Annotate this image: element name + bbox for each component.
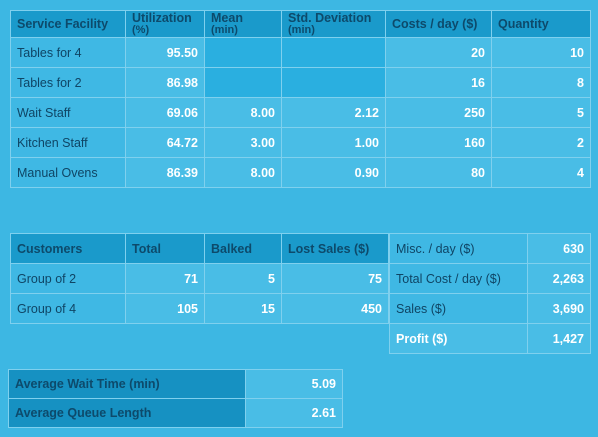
total-value: 105 (125, 293, 205, 324)
mean-value: 8.00 (204, 97, 282, 128)
lost-sales-value: 75 (281, 263, 389, 294)
facility-name: Tables for 4 (10, 37, 126, 68)
header-balked: Balked (204, 233, 282, 264)
average-wait-time-label: Average Wait Time (min) (8, 369, 246, 399)
table-row: Group of 2 71 5 75 (10, 263, 389, 294)
header-std-label: Std. Deviation (288, 10, 372, 25)
average-row: Average Wait Time (min) 5.09 (8, 369, 343, 399)
summary-row: Sales ($) 3,690 (389, 293, 591, 324)
header-quantity: Quantity (491, 10, 591, 38)
quantity-value: 4 (491, 157, 591, 188)
lost-sales-value: 450 (281, 293, 389, 324)
service-facility-table: Service Facility Utilization (%) Mean (m… (10, 10, 591, 188)
facility-name: Kitchen Staff (10, 127, 126, 158)
average-queue-length-label: Average Queue Length (8, 398, 246, 428)
profit-value: 1,427 (527, 323, 591, 354)
customer-group: Group of 4 (10, 293, 126, 324)
header-std-unit: (min) (288, 23, 315, 36)
customer-group: Group of 2 (10, 263, 126, 294)
balked-value: 15 (204, 293, 282, 324)
sales-label: Sales ($) (389, 293, 528, 324)
header-mean: Mean (min) (204, 10, 282, 38)
total-cost-label: Total Cost / day ($) (389, 263, 528, 294)
header-utilization-label: Utilization (132, 10, 192, 25)
quantity-value: 10 (491, 37, 591, 68)
header-mean-unit: (min) (211, 23, 238, 36)
total-cost-value: 2,263 (527, 263, 591, 294)
summary-table: Misc. / day ($) 630 Total Cost / day ($)… (389, 233, 591, 354)
cost-value: 20 (385, 37, 492, 68)
sales-value: 3,690 (527, 293, 591, 324)
utilization-value: 86.98 (125, 67, 205, 98)
summary-row: Profit ($) 1,427 (389, 323, 591, 354)
total-value: 71 (125, 263, 205, 294)
table-header-row: Service Facility Utilization (%) Mean (m… (10, 10, 591, 38)
header-mean-label: Mean (211, 10, 243, 25)
utilization-value: 86.39 (125, 157, 205, 188)
facility-name: Wait Staff (10, 97, 126, 128)
utilization-value: 95.50 (125, 37, 205, 68)
std-value: 2.12 (281, 97, 386, 128)
header-service-facility: Service Facility (10, 10, 126, 38)
quantity-value: 5 (491, 97, 591, 128)
table-header-row: Customers Total Balked Lost Sales ($) (10, 233, 389, 264)
std-value: 0.90 (281, 157, 386, 188)
cost-value: 16 (385, 67, 492, 98)
table-row: Manual Ovens 86.39 8.00 0.90 80 4 (10, 157, 591, 188)
average-queue-length-value: 2.61 (245, 398, 343, 428)
facility-name: Tables for 2 (10, 67, 126, 98)
balked-value: 5 (204, 263, 282, 294)
header-utilization-unit: (%) (132, 23, 150, 36)
average-row: Average Queue Length 2.61 (8, 398, 343, 428)
misc-value: 630 (527, 233, 591, 264)
cost-value: 80 (385, 157, 492, 188)
table-row: Tables for 2 86.98 16 8 (10, 67, 591, 98)
summary-row: Misc. / day ($) 630 (389, 233, 591, 264)
cost-value: 250 (385, 97, 492, 128)
std-value: 1.00 (281, 127, 386, 158)
cost-value: 160 (385, 127, 492, 158)
table-row: Tables for 4 95.50 20 10 (10, 37, 591, 68)
std-value (281, 37, 386, 68)
table-row: Kitchen Staff 64.72 3.00 1.00 160 2 (10, 127, 591, 158)
table-row: Wait Staff 69.06 8.00 2.12 250 5 (10, 97, 591, 128)
averages-table: Average Wait Time (min) 5.09 Average Que… (8, 369, 343, 428)
mean-value: 3.00 (204, 127, 282, 158)
average-wait-time-value: 5.09 (245, 369, 343, 399)
customers-table: Customers Total Balked Lost Sales ($) Gr… (10, 233, 389, 324)
header-costs-per-day: Costs / day ($) (385, 10, 492, 38)
utilization-value: 69.06 (125, 97, 205, 128)
table-row: Group of 4 105 15 450 (10, 293, 389, 324)
header-utilization: Utilization (%) (125, 10, 205, 38)
header-lost-sales: Lost Sales ($) (281, 233, 389, 264)
quantity-value: 2 (491, 127, 591, 158)
header-std-deviation: Std. Deviation (min) (281, 10, 386, 38)
mean-value (204, 67, 282, 98)
profit-label: Profit ($) (389, 323, 528, 354)
std-value (281, 67, 386, 98)
header-total: Total (125, 233, 205, 264)
quantity-value: 8 (491, 67, 591, 98)
facility-name: Manual Ovens (10, 157, 126, 188)
utilization-value: 64.72 (125, 127, 205, 158)
misc-label: Misc. / day ($) (389, 233, 528, 264)
mean-value: 8.00 (204, 157, 282, 188)
summary-row: Total Cost / day ($) 2,263 (389, 263, 591, 294)
header-customers: Customers (10, 233, 126, 264)
mean-value (204, 37, 282, 68)
